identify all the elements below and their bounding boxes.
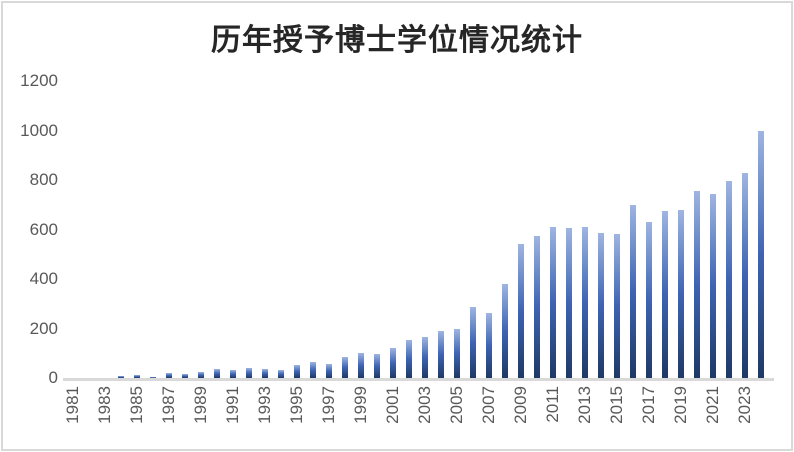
bar-2017 xyxy=(646,222,652,378)
bar-1989 xyxy=(198,371,204,378)
x-axis-tick-label: 2001 xyxy=(383,386,402,424)
y-axis-tick-label: 1200 xyxy=(20,71,58,90)
plot-area xyxy=(65,81,769,378)
x-axis-tick-label: 1991 xyxy=(223,386,242,424)
x-axis-tick-label: 1983 xyxy=(95,386,114,424)
y-axis-tick-label: 600 xyxy=(29,219,58,239)
bar-2011 xyxy=(550,226,556,378)
bar-1984 xyxy=(118,376,124,378)
bar-1986 xyxy=(150,376,156,378)
bar-2015 xyxy=(614,234,620,378)
x-axis-tick-label: 1995 xyxy=(287,386,306,424)
x-axis-tick-label: 1985 xyxy=(127,386,146,424)
x-axis-tick-label: 1997 xyxy=(319,386,338,424)
bar-2016 xyxy=(630,205,636,378)
bar-2014 xyxy=(598,233,604,378)
bar-1997 xyxy=(326,363,332,378)
bar-2012 xyxy=(566,227,572,378)
bar-2000 xyxy=(374,354,380,378)
x-axis-tick-label: 2021 xyxy=(703,386,722,424)
y-axis-tick-label: 800 xyxy=(29,170,58,189)
x-axis-tick-label: 1981 xyxy=(63,386,82,424)
bar-2003 xyxy=(422,337,428,378)
bar-2024 xyxy=(758,130,764,378)
x-axis-tick-label: 2009 xyxy=(511,386,530,424)
x-axis-tick-label: 2023 xyxy=(735,386,754,424)
x-axis-tick-label: 2005 xyxy=(447,386,466,424)
bar-1988 xyxy=(182,373,188,378)
x-axis-tick-label: 1987 xyxy=(159,386,178,424)
x-axis-tick-label: 2011 xyxy=(543,386,562,423)
bar-1996 xyxy=(310,361,316,378)
chart-title: 历年授予博士学位情况统计 xyxy=(211,24,583,57)
bar-2008 xyxy=(502,283,508,378)
bar-2010 xyxy=(534,235,540,378)
bar-2018 xyxy=(662,211,668,378)
y-axis-tick-label: 1000 xyxy=(20,120,58,140)
x-axis-tick-label: 1993 xyxy=(255,386,274,424)
bar-2001 xyxy=(390,348,396,378)
x-axis-line xyxy=(63,378,774,381)
bar-1994 xyxy=(278,369,284,378)
bar-1995 xyxy=(294,365,300,378)
x-axis-tick-label: 2017 xyxy=(639,386,658,424)
bar-2019 xyxy=(678,209,684,378)
bar-2006 xyxy=(470,306,476,378)
bar-1992 xyxy=(246,367,252,378)
y-axis-tick-label: 400 xyxy=(29,269,58,288)
x-axis-tick-label: 2003 xyxy=(415,386,434,424)
bar-2020 xyxy=(694,191,700,378)
bar-1987 xyxy=(166,373,172,378)
y-axis-tick-label: 0 xyxy=(48,368,58,387)
bar-2023 xyxy=(742,172,748,378)
bar-2004 xyxy=(438,330,444,378)
bar-2013 xyxy=(582,226,588,378)
x-axis-tick-label: 2015 xyxy=(607,386,626,424)
bar-2021 xyxy=(710,194,716,378)
x-axis-tick-label: 1989 xyxy=(191,386,210,424)
bar-1998 xyxy=(342,356,348,378)
bar-1993 xyxy=(262,368,268,378)
bar-2002 xyxy=(406,339,412,378)
bar-1999 xyxy=(358,353,364,378)
bar-1985 xyxy=(134,374,140,378)
bar-2022 xyxy=(726,181,732,378)
x-axis-tick-label: 1999 xyxy=(351,386,370,424)
x-axis-tick-label: 2007 xyxy=(479,386,498,424)
x-axis-tick-label: 2013 xyxy=(575,386,594,424)
y-axis-tick-label: 200 xyxy=(29,318,58,338)
bar-2005 xyxy=(454,329,460,378)
bar-2009 xyxy=(518,244,524,378)
bar-1991 xyxy=(230,369,236,378)
bar-1990 xyxy=(214,369,220,378)
bar-2007 xyxy=(486,313,492,378)
x-axis-tick-label: 2019 xyxy=(671,386,690,424)
